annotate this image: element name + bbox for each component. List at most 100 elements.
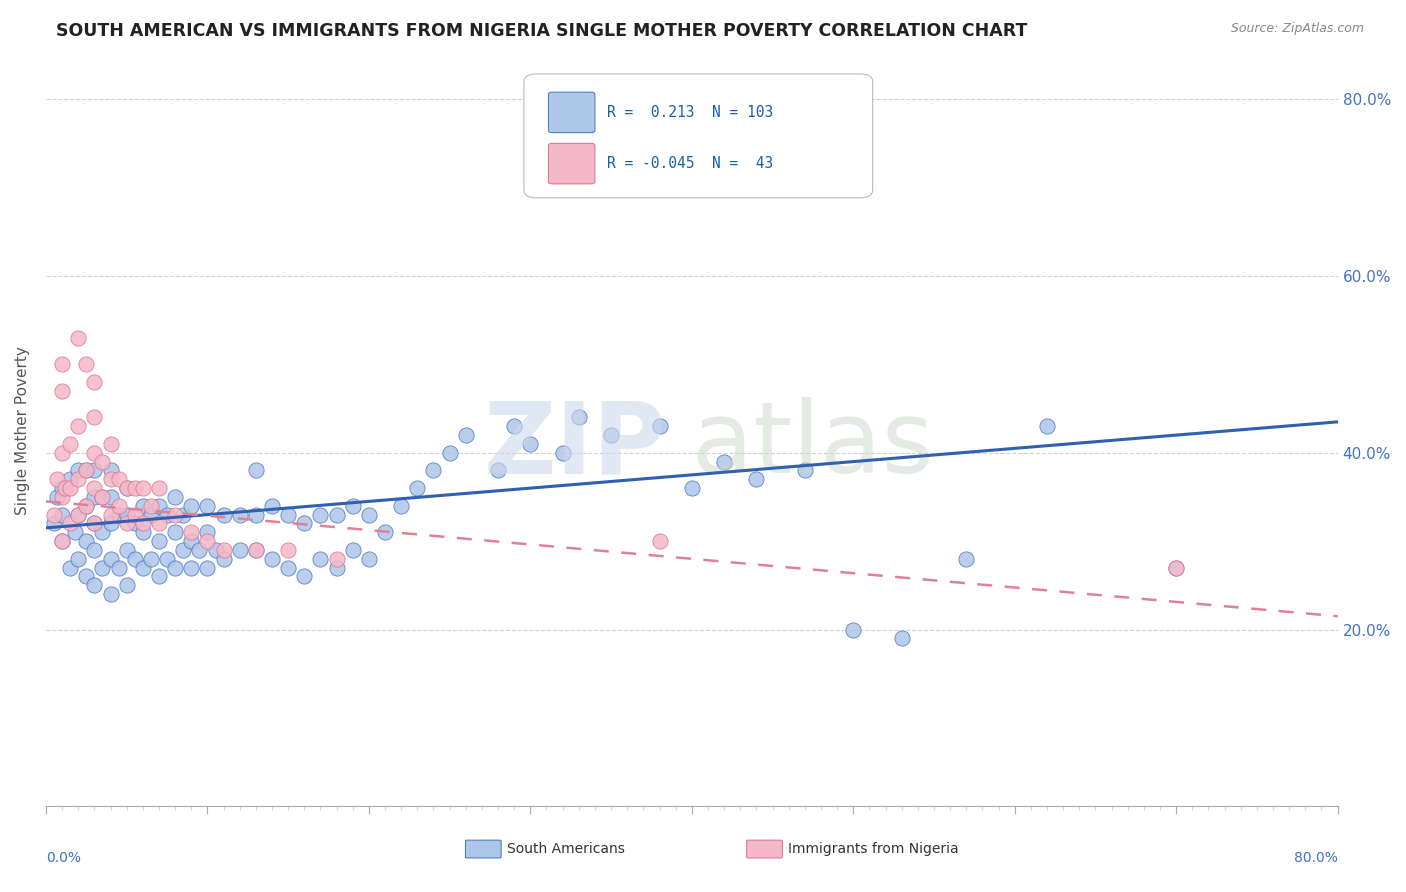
Point xyxy=(115,516,138,531)
Text: South Americans: South Americans xyxy=(506,842,624,856)
Point xyxy=(51,481,73,495)
Point xyxy=(197,525,219,540)
Point xyxy=(132,560,155,574)
Point xyxy=(67,472,90,486)
Point xyxy=(148,481,170,495)
Point xyxy=(100,463,122,477)
Point xyxy=(53,481,76,495)
Text: R =  0.213  N = 103: R = 0.213 N = 103 xyxy=(606,105,773,120)
Point xyxy=(325,560,347,574)
Point xyxy=(115,543,138,558)
Text: 80.0%: 80.0% xyxy=(1294,851,1337,865)
Point xyxy=(91,560,114,574)
Point xyxy=(357,508,380,522)
Text: R = -0.045  N =  43: R = -0.045 N = 43 xyxy=(606,156,773,171)
Point xyxy=(260,551,283,566)
Point xyxy=(148,569,170,583)
Point xyxy=(46,490,69,504)
Point xyxy=(115,481,138,495)
Point xyxy=(91,490,114,504)
Point xyxy=(681,481,703,495)
Point xyxy=(59,481,82,495)
Point xyxy=(600,428,623,442)
Point xyxy=(83,516,105,531)
Point xyxy=(124,516,146,531)
Point xyxy=(172,508,194,522)
Point xyxy=(63,525,86,540)
Point xyxy=(51,384,73,398)
Point xyxy=(228,543,250,558)
Point xyxy=(180,499,202,513)
Point xyxy=(165,525,187,540)
Point xyxy=(51,358,73,372)
Point xyxy=(551,446,574,460)
Point xyxy=(59,516,82,531)
Point xyxy=(357,551,380,566)
Point xyxy=(422,463,444,477)
Point xyxy=(51,534,73,549)
Point xyxy=(67,419,90,434)
Point xyxy=(139,551,162,566)
Point xyxy=(245,543,267,558)
Point xyxy=(132,481,155,495)
Point xyxy=(139,499,162,513)
Point xyxy=(115,508,138,522)
Point xyxy=(212,551,235,566)
Point xyxy=(115,481,138,495)
Point xyxy=(67,508,90,522)
Point xyxy=(633,180,655,194)
Point xyxy=(124,481,146,495)
Point xyxy=(212,508,235,522)
Point xyxy=(124,551,146,566)
Point xyxy=(204,543,226,558)
Point xyxy=(46,472,69,486)
Point xyxy=(91,490,114,504)
Point xyxy=(165,508,187,522)
Point xyxy=(519,437,541,451)
Point xyxy=(75,358,97,372)
Point xyxy=(83,490,105,504)
Point xyxy=(100,587,122,601)
Text: ZIP: ZIP xyxy=(484,397,666,494)
FancyBboxPatch shape xyxy=(548,144,595,184)
Point xyxy=(59,437,82,451)
Point xyxy=(309,508,332,522)
FancyBboxPatch shape xyxy=(524,74,873,198)
Text: Source: ZipAtlas.com: Source: ZipAtlas.com xyxy=(1230,22,1364,36)
Point xyxy=(75,463,97,477)
Point xyxy=(91,525,114,540)
Point xyxy=(83,543,105,558)
Point xyxy=(132,499,155,513)
Point xyxy=(165,560,187,574)
Point xyxy=(83,578,105,592)
Point xyxy=(793,463,815,477)
Point xyxy=(83,481,105,495)
Point xyxy=(325,508,347,522)
Point xyxy=(51,508,73,522)
Point xyxy=(156,508,179,522)
Point xyxy=(67,463,90,477)
Point xyxy=(439,446,461,460)
Point xyxy=(197,534,219,549)
Point xyxy=(325,551,347,566)
Point xyxy=(503,419,526,434)
Point xyxy=(1166,560,1188,574)
Point xyxy=(132,516,155,531)
Point xyxy=(83,463,105,477)
Point xyxy=(245,508,267,522)
Point xyxy=(107,499,129,513)
Point xyxy=(67,331,90,345)
Point xyxy=(124,508,146,522)
Point xyxy=(75,463,97,477)
Point xyxy=(51,490,73,504)
Point xyxy=(83,375,105,389)
Point xyxy=(107,472,129,486)
Point xyxy=(100,490,122,504)
Point xyxy=(100,516,122,531)
Point xyxy=(277,508,299,522)
Point xyxy=(75,499,97,513)
Point xyxy=(51,534,73,549)
Point xyxy=(277,543,299,558)
Point xyxy=(148,534,170,549)
Point xyxy=(59,560,82,574)
